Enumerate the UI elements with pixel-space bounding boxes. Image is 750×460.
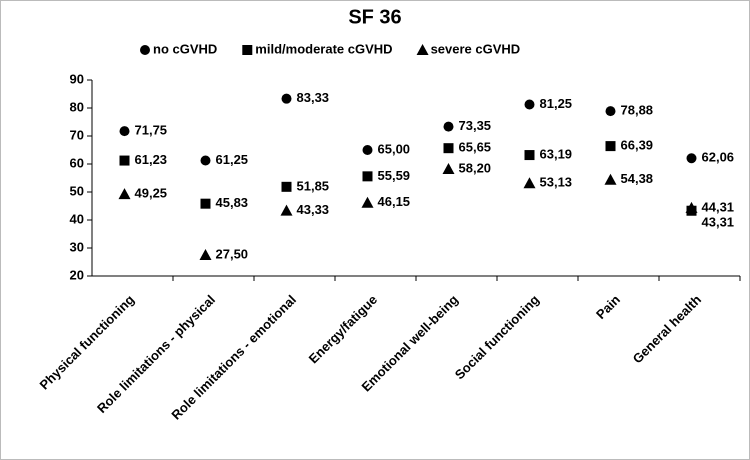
marker bbox=[523, 177, 536, 189]
y-tick-label: 50 bbox=[70, 183, 84, 198]
marker bbox=[524, 99, 535, 110]
y-tick-label: 20 bbox=[70, 267, 84, 282]
marker bbox=[605, 106, 616, 117]
marker bbox=[200, 155, 211, 166]
marker bbox=[199, 249, 212, 260]
marker bbox=[281, 181, 292, 192]
x-tick-label: Social functioning bbox=[452, 292, 542, 382]
data-label: 78,88 bbox=[621, 103, 654, 118]
data-label: 61,25 bbox=[216, 152, 249, 167]
data-label: 62,06 bbox=[702, 150, 735, 165]
data-label: 81,25 bbox=[540, 96, 573, 111]
marker bbox=[200, 198, 211, 209]
data-label: 66,39 bbox=[621, 138, 654, 153]
legend-label: severe cGVHD bbox=[431, 41, 521, 56]
y-tick-label: 30 bbox=[70, 239, 84, 254]
marker bbox=[280, 204, 293, 216]
marker bbox=[442, 163, 455, 175]
marker bbox=[604, 173, 617, 185]
marker bbox=[119, 155, 130, 166]
legend-label: no cGVHD bbox=[153, 41, 217, 56]
x-tick-label: Pain bbox=[593, 292, 623, 322]
marker bbox=[281, 93, 292, 104]
marker bbox=[362, 145, 373, 155]
data-label: 51,85 bbox=[297, 178, 330, 193]
data-label: 71,75 bbox=[135, 123, 168, 138]
x-tick-label: Energy/fatigue bbox=[306, 292, 380, 366]
marker bbox=[416, 44, 429, 55]
data-label: 27,50 bbox=[216, 246, 249, 261]
y-tick-label: 90 bbox=[70, 71, 84, 86]
data-label: 53,13 bbox=[540, 175, 573, 190]
marker bbox=[362, 171, 373, 182]
marker bbox=[242, 45, 253, 55]
y-tick-label: 80 bbox=[70, 99, 84, 114]
data-label: 45,83 bbox=[216, 195, 249, 210]
y-tick-label: 70 bbox=[70, 127, 84, 142]
marker bbox=[118, 188, 131, 200]
data-label: 43,31 bbox=[702, 214, 735, 229]
marker bbox=[605, 141, 616, 152]
data-label: 65,00 bbox=[378, 141, 411, 156]
data-label: 49,25 bbox=[135, 186, 168, 201]
marker bbox=[524, 150, 535, 161]
legend-label: mild/moderate cGVHD bbox=[255, 41, 392, 56]
data-label: 55,59 bbox=[378, 168, 411, 183]
y-tick-label: 60 bbox=[70, 155, 84, 170]
marker bbox=[140, 45, 150, 55]
data-label: 65,65 bbox=[459, 140, 492, 155]
marker bbox=[361, 196, 374, 208]
data-label: 43,33 bbox=[297, 202, 330, 217]
data-label: 73,35 bbox=[459, 118, 492, 133]
data-label: 46,15 bbox=[378, 194, 411, 209]
marker bbox=[443, 121, 454, 132]
data-label: 58,20 bbox=[459, 160, 492, 175]
marker bbox=[686, 153, 697, 164]
chart-title: SF 36 bbox=[348, 6, 401, 28]
y-tick-label: 40 bbox=[70, 211, 84, 226]
marker bbox=[119, 126, 130, 137]
data-label: 44,31 bbox=[702, 199, 735, 214]
data-label: 61,23 bbox=[135, 152, 168, 167]
marker bbox=[685, 201, 698, 213]
data-label: 63,19 bbox=[540, 147, 573, 162]
x-tick-label: General health bbox=[630, 292, 705, 367]
data-label: 83,33 bbox=[297, 90, 330, 105]
marker bbox=[443, 143, 454, 154]
data-label: 54,38 bbox=[621, 171, 654, 186]
